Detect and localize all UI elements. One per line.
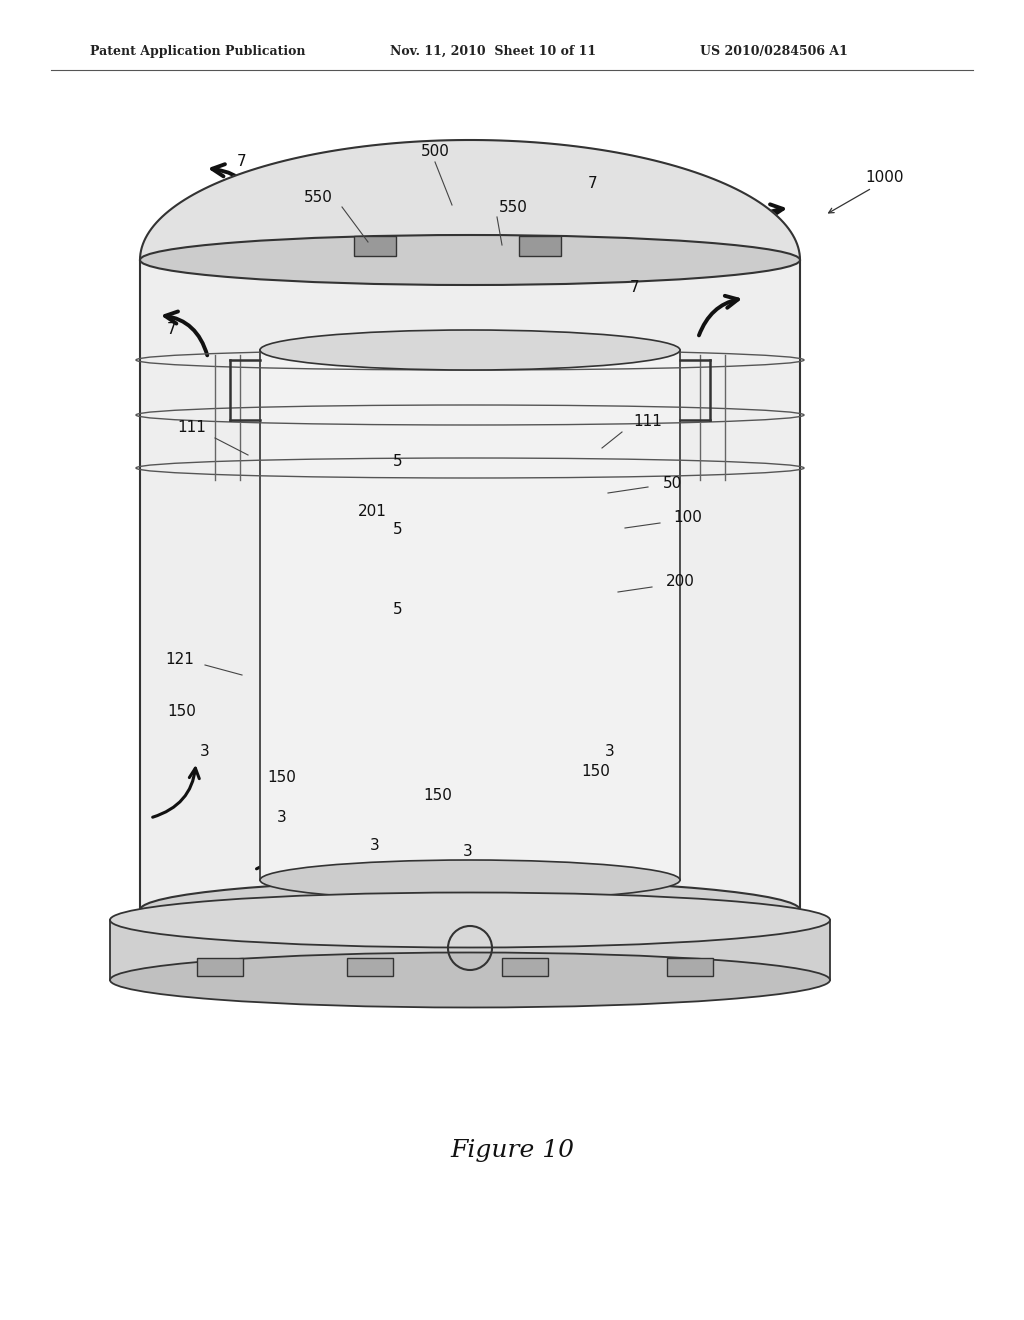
Ellipse shape xyxy=(140,880,800,940)
Text: 121: 121 xyxy=(166,652,195,668)
Text: 500: 500 xyxy=(421,144,450,160)
Text: 1000: 1000 xyxy=(865,170,904,186)
Text: 3: 3 xyxy=(200,744,210,759)
FancyBboxPatch shape xyxy=(347,958,393,975)
FancyBboxPatch shape xyxy=(502,958,548,975)
FancyBboxPatch shape xyxy=(354,236,396,256)
Text: 150: 150 xyxy=(267,771,296,785)
Ellipse shape xyxy=(260,330,680,370)
Ellipse shape xyxy=(260,861,680,900)
FancyBboxPatch shape xyxy=(667,958,713,975)
Text: 5: 5 xyxy=(393,454,402,470)
Ellipse shape xyxy=(140,235,800,285)
Text: 3: 3 xyxy=(370,837,380,853)
Text: 111: 111 xyxy=(177,421,207,436)
Text: 200: 200 xyxy=(666,574,694,590)
Text: 150: 150 xyxy=(582,764,610,780)
Text: 201: 201 xyxy=(357,504,386,520)
FancyBboxPatch shape xyxy=(519,236,561,256)
Text: 5: 5 xyxy=(393,602,402,618)
Text: 7: 7 xyxy=(167,322,177,338)
Polygon shape xyxy=(140,140,800,260)
Text: 7: 7 xyxy=(238,154,247,169)
Text: Patent Application Publication: Patent Application Publication xyxy=(90,45,305,58)
Text: Nov. 11, 2010  Sheet 10 of 11: Nov. 11, 2010 Sheet 10 of 11 xyxy=(390,45,596,58)
Ellipse shape xyxy=(110,892,830,948)
Text: 7: 7 xyxy=(630,281,640,296)
Polygon shape xyxy=(110,920,830,979)
Text: 7: 7 xyxy=(588,176,598,190)
Polygon shape xyxy=(140,260,800,909)
Polygon shape xyxy=(260,350,680,880)
Text: 100: 100 xyxy=(674,511,702,525)
Text: 3: 3 xyxy=(463,845,473,859)
Text: 50: 50 xyxy=(663,475,682,491)
Text: 5: 5 xyxy=(393,523,402,537)
Text: Figure 10: Figure 10 xyxy=(450,1138,574,1162)
Text: 550: 550 xyxy=(499,199,527,214)
Text: 150: 150 xyxy=(168,705,197,719)
FancyBboxPatch shape xyxy=(197,958,243,975)
Text: 150: 150 xyxy=(424,788,453,804)
Text: 3: 3 xyxy=(278,810,287,825)
Text: 111: 111 xyxy=(634,414,663,429)
Text: 3: 3 xyxy=(605,744,614,759)
Text: US 2010/0284506 A1: US 2010/0284506 A1 xyxy=(700,45,848,58)
Ellipse shape xyxy=(110,953,830,1007)
Text: 550: 550 xyxy=(303,190,333,205)
